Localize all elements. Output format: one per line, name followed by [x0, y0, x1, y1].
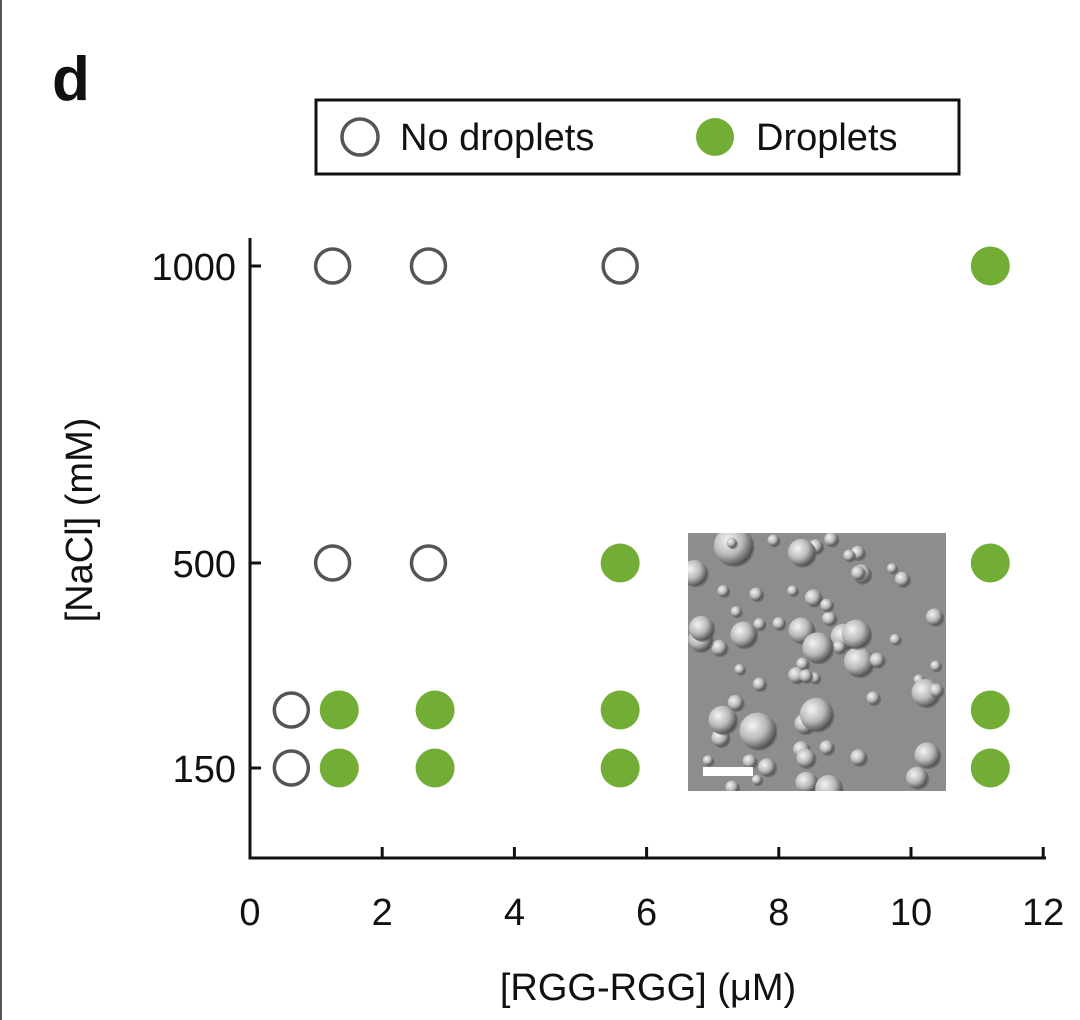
inset-droplet	[708, 705, 737, 734]
inset-droplet	[767, 534, 780, 546]
inset-droplet	[796, 748, 816, 768]
inset-droplet	[894, 571, 910, 587]
x-axis-title: [RGG-RGG] (μM)	[500, 967, 796, 1009]
inset-droplet	[739, 712, 777, 750]
inset-droplet	[843, 646, 874, 677]
inset-droplet	[795, 771, 818, 791]
no-droplets-point	[601, 247, 639, 285]
inset-droplet	[851, 565, 865, 580]
inset-droplet	[758, 758, 776, 776]
x-tick-label: 0	[239, 892, 260, 934]
panel-label: d	[52, 45, 90, 114]
inset-droplet	[914, 742, 940, 768]
scale-bar	[703, 767, 753, 776]
inset-droplet	[822, 611, 837, 626]
droplets-point	[970, 748, 1010, 788]
no-droplets-point	[409, 544, 448, 582]
no-droplets-point	[272, 691, 311, 729]
x-tick-label: 10	[890, 892, 932, 934]
droplets-point	[970, 690, 1010, 730]
inset-droplet	[730, 606, 742, 617]
x-tick-label: 2	[372, 892, 393, 934]
inset-droplet	[866, 691, 880, 705]
x-ticks: 0 2 4 6 8 10 12	[239, 847, 1064, 934]
inset-droplet	[804, 589, 822, 606]
inset-droplet	[688, 559, 708, 586]
legend: No droplets Droplets	[314, 98, 961, 176]
inset-droplet	[711, 639, 728, 656]
inset-droplet	[772, 617, 785, 630]
inset-droplet	[702, 755, 713, 766]
legend-label-droplets: Droplets	[756, 117, 898, 159]
droplets-point	[600, 690, 640, 730]
legend-open-circle-icon	[340, 117, 380, 157]
inset-droplet	[734, 664, 745, 675]
legend-filled-circle-icon	[696, 118, 734, 156]
inset-droplet	[906, 766, 928, 789]
y-ticks: 150 500 1000	[151, 247, 261, 791]
inset-droplet	[688, 615, 714, 641]
inset-droplet	[749, 587, 763, 601]
x-tick-label: 12	[1022, 892, 1064, 934]
inset-droplet	[929, 683, 943, 697]
inset-droplet	[799, 669, 813, 683]
x-tick-label: 6	[636, 892, 657, 934]
inset-droplet	[726, 537, 737, 548]
no-droplets-point	[409, 247, 448, 285]
inset-droplet	[802, 632, 833, 663]
inset-droplet	[824, 533, 838, 547]
inset-droplet	[820, 598, 833, 612]
inset-micrograph	[688, 533, 946, 791]
inset-droplet	[742, 754, 757, 768]
droplets-point	[600, 748, 640, 788]
droplets-point	[415, 690, 455, 730]
x-tick-label: 8	[768, 892, 789, 934]
inset-droplet	[889, 634, 901, 645]
inset-droplet	[787, 538, 816, 567]
inset-droplet	[815, 774, 843, 791]
inset-droplet	[796, 657, 809, 670]
droplets-point	[600, 543, 640, 583]
frame-border	[0, 0, 2, 1020]
inset-droplet	[751, 774, 762, 785]
no-droplets-point	[313, 544, 352, 582]
y-axis-title: [NaCl] (mM)	[59, 418, 101, 623]
inset-droplet	[886, 563, 897, 574]
inset-droplet	[799, 697, 833, 731]
inset-droplet	[727, 694, 744, 711]
inset-droplet	[843, 549, 855, 561]
droplets-point	[970, 246, 1010, 286]
droplets-point	[319, 748, 359, 788]
inset-droplet	[787, 585, 798, 596]
y-tick-label: 1000	[151, 247, 236, 289]
inset-droplet	[717, 585, 729, 597]
inset-droplet	[713, 533, 754, 566]
inset-droplet	[869, 652, 885, 668]
inset-droplet	[925, 608, 943, 626]
inset-droplet	[819, 740, 834, 755]
inset-droplet	[725, 780, 739, 791]
inset-droplet	[832, 640, 846, 654]
legend-label-no-droplets: No droplets	[400, 117, 594, 159]
data-points	[272, 246, 1010, 788]
no-droplets-point	[313, 247, 352, 285]
inset-droplet	[753, 618, 766, 630]
droplets-point	[415, 748, 455, 788]
legend-box	[314, 98, 961, 176]
y-tick-label: 500	[173, 544, 236, 586]
inset-droplets	[688, 533, 945, 791]
inset-droplet	[841, 619, 871, 649]
inset-droplet	[930, 660, 941, 671]
x-tick-label: 4	[504, 892, 525, 934]
inset-droplet	[752, 677, 766, 691]
inset-droplet	[850, 749, 867, 766]
inset-droplet	[730, 621, 757, 648]
no-droplets-point	[272, 749, 311, 787]
droplets-point	[319, 690, 359, 730]
droplets-point	[970, 543, 1010, 583]
y-tick-label: 150	[173, 749, 236, 791]
